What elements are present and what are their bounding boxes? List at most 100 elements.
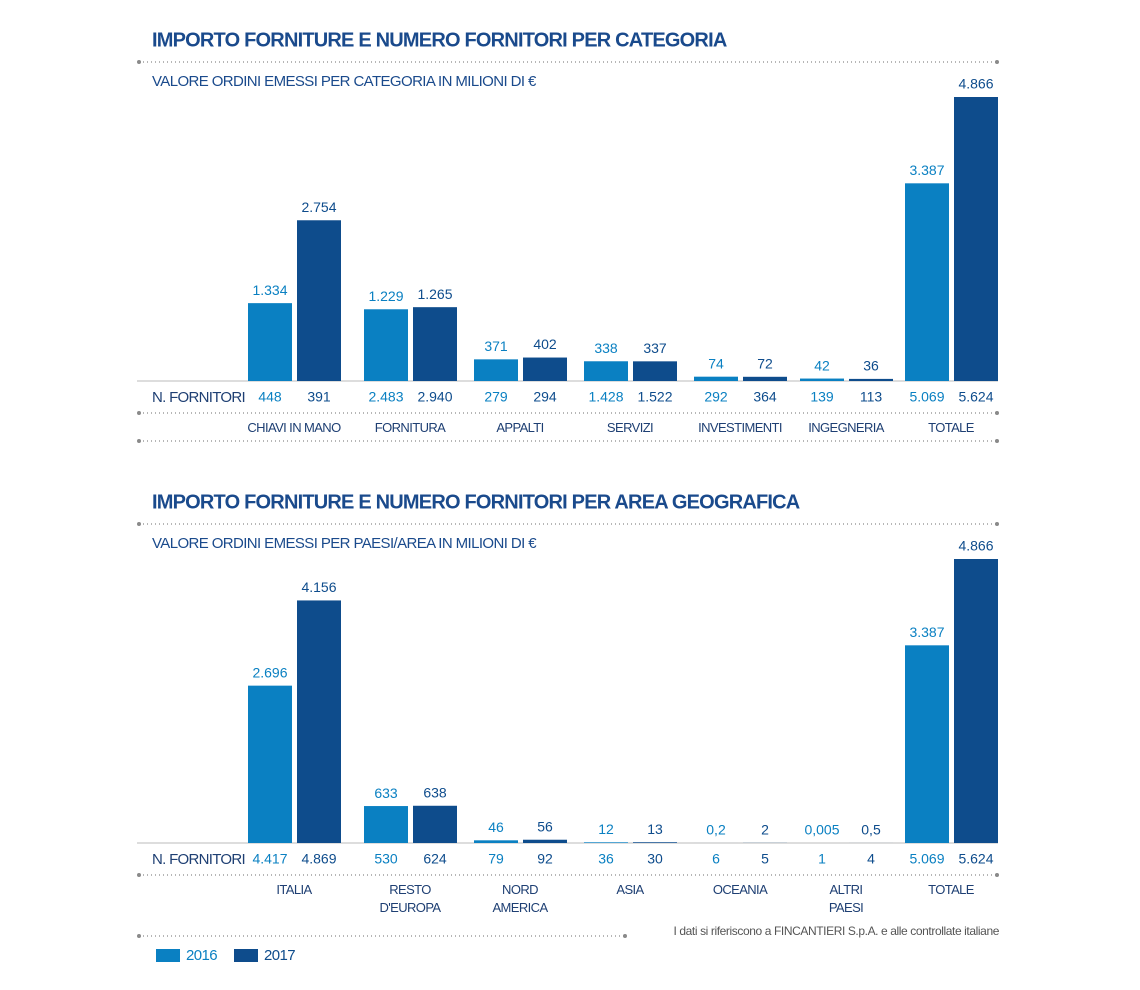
category-label: ITALIA <box>276 882 312 897</box>
bar <box>523 357 567 381</box>
supplier-count: 1.522 <box>637 389 672 405</box>
category-label: OCEANIA <box>712 882 768 897</box>
bar <box>694 376 738 381</box>
supplier-count: 279 <box>484 389 508 405</box>
divider-end <box>137 411 141 415</box>
value-label: 1.229 <box>368 288 403 304</box>
value-label: 1.265 <box>417 286 452 302</box>
divider-end <box>137 522 141 526</box>
bar <box>954 97 998 381</box>
bar <box>364 309 408 381</box>
bar <box>905 183 949 381</box>
value-label: 12 <box>598 821 614 837</box>
bar <box>297 600 341 843</box>
bar <box>849 378 893 381</box>
supplier-count: 624 <box>423 851 447 867</box>
bar <box>523 839 567 843</box>
bar <box>364 806 408 843</box>
value-label: 2 <box>761 822 769 838</box>
divider-end <box>137 873 141 877</box>
supplier-count: 4.869 <box>301 851 336 867</box>
category-label: INVESTIMENTI <box>698 420 782 435</box>
bar <box>474 840 518 843</box>
value-label: 0,2 <box>706 822 726 838</box>
value-label: 72 <box>757 356 773 372</box>
value-label: 2.754 <box>301 199 336 215</box>
category-label: RESTO D'EUROPA <box>379 882 441 915</box>
value-label: 402 <box>533 336 557 352</box>
divider-end <box>137 60 141 64</box>
legend-label: 2017 <box>264 947 295 964</box>
divider-end <box>137 439 141 443</box>
value-label: 337 <box>643 340 667 356</box>
category-label: NORD AMERICA <box>492 882 548 915</box>
supplier-count: 92 <box>537 851 553 867</box>
category-label: ALTRI PAESI <box>828 882 864 915</box>
supplier-count: 139 <box>810 389 834 405</box>
bar <box>905 645 949 843</box>
suppliers-label: N. FORNITORI <box>152 851 245 868</box>
supplier-count: 530 <box>374 851 398 867</box>
divider-end <box>137 934 141 938</box>
value-label: 3.387 <box>909 162 944 178</box>
value-label: 36 <box>863 358 879 374</box>
chart-title: IMPORTO FORNITURE E NUMERO FORNITORI PER… <box>152 29 727 51</box>
chart-subtitle: VALORE ORDINI EMESSI PER CATEGORIA IN MI… <box>152 73 537 90</box>
value-label: 0,005 <box>804 822 839 838</box>
category-label: CHIAVI IN MANO <box>247 420 341 435</box>
legend-swatch <box>234 949 258 962</box>
value-label: 2.696 <box>252 664 287 680</box>
bar <box>633 361 677 381</box>
supplier-count: 1 <box>818 851 826 867</box>
bar <box>413 307 457 381</box>
supplier-count: 4.417 <box>252 851 287 867</box>
bar <box>954 559 998 843</box>
bar <box>800 378 844 381</box>
supplier-count: 5.069 <box>909 851 944 867</box>
divider-end <box>995 522 999 526</box>
supplier-count: 5.624 <box>958 389 993 405</box>
bar <box>584 842 628 843</box>
supplier-count: 36 <box>598 851 614 867</box>
supplier-count: 2.483 <box>368 389 403 405</box>
value-label: 371 <box>484 338 508 354</box>
supplier-count: 5 <box>761 851 769 867</box>
supplier-count: 364 <box>753 389 777 405</box>
chart-title: IMPORTO FORNITURE E NUMERO FORNITORI PER… <box>152 491 800 513</box>
bar <box>633 842 677 843</box>
category-label: INGEGNERIA <box>808 420 884 435</box>
supplier-count: 5.624 <box>958 851 993 867</box>
bar <box>248 303 292 381</box>
divider-end <box>995 873 999 877</box>
category-label: SERVIZI <box>606 420 654 435</box>
value-label: 13 <box>647 821 663 837</box>
supplier-count: 79 <box>488 851 504 867</box>
legend-label: 2016 <box>186 947 217 964</box>
supplier-count: 30 <box>647 851 663 867</box>
value-label: 74 <box>708 355 724 371</box>
value-label: 4.866 <box>958 538 993 554</box>
bar <box>297 220 341 381</box>
supplier-count: 113 <box>860 389 883 405</box>
value-label: 1.334 <box>252 282 287 298</box>
supplier-count: 2.940 <box>417 389 452 405</box>
bar <box>248 685 292 843</box>
legend-swatch <box>156 949 180 962</box>
divider-end <box>623 934 627 938</box>
value-label: 42 <box>814 357 830 373</box>
category-label: APPALTI <box>496 420 544 435</box>
bar <box>743 376 787 381</box>
bar <box>413 805 457 843</box>
bar <box>584 361 628 381</box>
value-label: 638 <box>423 784 447 800</box>
divider-end <box>995 60 999 64</box>
category-label: TOTALE <box>928 420 974 435</box>
value-label: 0,5 <box>861 822 881 838</box>
footnote: I dati si riferiscono a FINCANTIERI S.p.… <box>674 924 1000 938</box>
value-label: 46 <box>488 819 504 835</box>
divider-end <box>995 411 999 415</box>
suppliers-label: N. FORNITORI <box>152 389 245 406</box>
supplier-count: 4 <box>867 851 875 867</box>
